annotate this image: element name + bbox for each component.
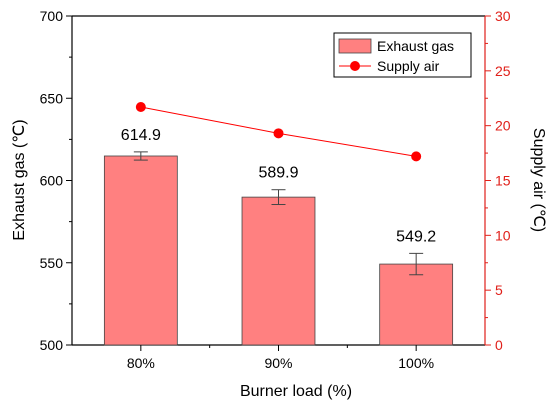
x-tick-label: 90% (264, 355, 292, 371)
exhaust-gas-bar (379, 263, 454, 346)
exhaust-gas-bar (241, 196, 316, 346)
y-right-tick-label: 0 (495, 337, 503, 353)
supply-air-point (273, 128, 284, 139)
legend-swatch-exhaust-gas (338, 38, 372, 54)
y-axis-left-label: Exhaust gas (℃) (11, 119, 28, 240)
y-left-tick-label: 700 (40, 8, 64, 24)
y-right-tick-label: 15 (495, 173, 511, 189)
x-tick-label: 80% (127, 355, 155, 371)
y-left-tick-label: 500 (40, 337, 64, 353)
legend: Exhaust gas Supply air (333, 32, 472, 78)
y-axis-right-label: Supply air (℃) (530, 128, 547, 232)
y-left-tick-label: 550 (40, 255, 64, 271)
axes: 500 550 600 650 700 0 5 10 15 20 25 30 80% 90% 100% (40, 8, 511, 371)
supply-air-line (135, 102, 422, 162)
supply-air-point (411, 151, 422, 162)
bar-value-label: 614.9 (121, 127, 161, 144)
x-tick-label: 100% (398, 355, 434, 371)
y-right-tick-label: 30 (495, 8, 511, 24)
legend-label-exhaust-gas: Exhaust gas (377, 38, 454, 54)
y-right-tick-label: 10 (495, 227, 511, 243)
y-left-tick-label: 600 (40, 173, 64, 189)
supply-air-point (135, 102, 146, 113)
legend-marker-supply-air (350, 61, 360, 71)
y-right-tick-label: 25 (495, 63, 511, 79)
exhaust-gas-bar (103, 155, 178, 346)
y-right-tick-label: 20 (495, 118, 511, 134)
y-left-tick-label: 650 (40, 90, 64, 106)
bar-value-label: 589.9 (258, 165, 298, 182)
exhaust-gas-bars: 614.9 589.9 549.2 (103, 127, 454, 346)
x-axis-label: Burner load (%) (240, 383, 352, 400)
legend-label-supply-air: Supply air (377, 58, 440, 74)
y-right-tick-label: 5 (495, 282, 503, 298)
bar-value-label: 549.2 (396, 228, 436, 245)
